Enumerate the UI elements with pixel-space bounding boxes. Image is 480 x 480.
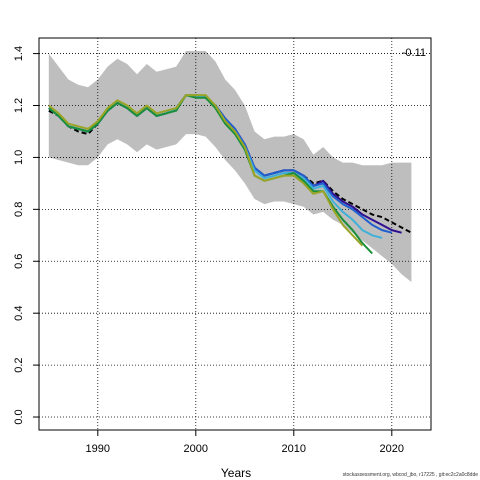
confidence-band-layer	[48, 51, 412, 282]
x-tick-label: 2010	[282, 443, 306, 455]
y-tick-label: 0.8	[13, 202, 25, 217]
chart-annotation: -0.11	[402, 47, 426, 59]
x-axis-ticks: 1990 2000 2010 2020	[86, 430, 404, 455]
y-axis-ticks: 0.0 0.2 0.4 0.6 0.8 1.0 1.2 1.4	[13, 46, 39, 425]
x-tick-label: 2020	[380, 443, 404, 455]
series-layer	[48, 94, 412, 255]
confidence-band	[48, 51, 412, 282]
y-tick-label: 1.4	[13, 46, 25, 61]
y-tick-label: 0.4	[13, 306, 25, 321]
footer-credit: stockassessment.org, wbcod_jbo, r17225 ,…	[343, 472, 479, 478]
series-line-6	[48, 94, 364, 247]
x-axis-label: Years	[221, 466, 251, 480]
x-tick-label: 1990	[86, 443, 110, 455]
x-tick-label: 2000	[184, 443, 208, 455]
plot-frame	[38, 37, 432, 431]
y-tick-label: 1.2	[13, 98, 25, 113]
y-tick-label: 0.6	[13, 254, 25, 269]
series-line-5	[48, 94, 373, 255]
y-tick-label: 0.0	[13, 409, 25, 424]
y-tick-label: 1.0	[13, 150, 25, 165]
grid-layer	[39, 38, 431, 430]
y-tick-label: 0.2	[13, 357, 25, 372]
